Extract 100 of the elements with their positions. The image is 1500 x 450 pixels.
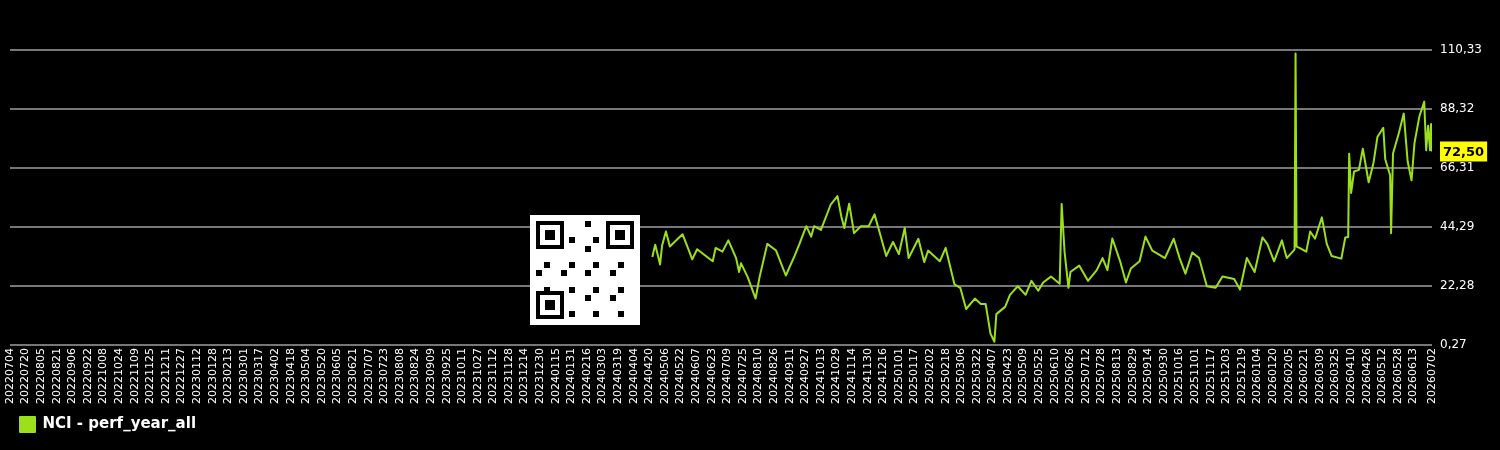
y-tick-label: 66,31 [1440,160,1475,175]
x-tick-label: 20250322 [969,348,983,405]
x-tick-label: 20230504 [299,348,313,405]
x-tick-label: 20220805 [34,348,48,405]
x-tick-label: 20221109 [127,348,141,405]
x-tick-label: 20221008 [96,348,110,405]
x-tick-label: 20250930 [1156,348,1170,405]
x-tick-label: 20220704 [2,348,16,405]
x-tick-label: 20230723 [377,348,391,405]
x-tick-label: 20251101 [1188,348,1202,405]
annotation: 72,50 [1443,143,1485,159]
y-tick-label: 22,28 [1440,278,1475,293]
x-tick-label: 20221125 [143,348,157,405]
x-tick-label: 20260512 [1375,348,1389,405]
x-tick-label: 20231112 [486,348,500,405]
y-tick-label: 0,27 [1440,337,1467,352]
x-tick-label: 20231011 [455,348,469,405]
x-tick-label: 20240303 [595,348,609,405]
x-tick-label: 20260528 [1390,348,1404,405]
x-tick-label: 20230317 [252,348,266,405]
x-tick-label: 20240115 [548,348,562,405]
x-tick-label: 20231128 [501,348,515,405]
x-tick-label: 20250914 [1141,348,1155,405]
x-tick-label: 20230925 [439,348,453,405]
x-tick-label: 20250101 [891,348,905,405]
x-tick-label: 20240420 [642,348,656,405]
x-tick-label: 20250525 [1032,348,1046,405]
x-tick-label: 20230301 [236,348,250,405]
x-tick-label: 20260221 [1297,348,1311,405]
x-tick-label: 20240826 [766,348,780,405]
x-tick-label: 20230213 [221,348,235,405]
x-tick-label: 20241114 [844,348,858,405]
x-tick-label: 20230128 [205,348,219,405]
x-tick-label: 20240522 [673,348,687,405]
x-tick-label: 20250407 [985,348,999,405]
y-tick-label: 110,33 [1440,42,1483,57]
x-tick-label: 20240709 [720,348,734,405]
x-tick-label: 20240623 [704,348,718,405]
x-tick-label: 20250306 [954,348,968,405]
x-tick-label: 20250626 [1063,348,1077,405]
x-tick-label: 20250610 [1047,348,1061,405]
x-tick-label: 20230402 [267,348,281,405]
x-tick-label: 20240319 [611,348,625,405]
x-tick-label: 20221211 [158,348,172,405]
x-tick-label: 20220720 [18,348,32,405]
x-tick-label: 20240404 [626,348,640,405]
y-tick-label: 44,29 [1440,219,1475,234]
x-tick-label: 20241013 [813,348,827,405]
x-tick-label: 20260325 [1328,348,1342,405]
x-tick-label: 20220906 [65,348,79,405]
x-tick-label: 20241029 [829,348,843,405]
x-tick-label: 20220821 [49,348,63,405]
x-tick-label: 20251117 [1203,348,1217,405]
x-tick-label: 20251016 [1172,348,1186,405]
legend-label: NCI - perf_year_all [42,414,197,433]
x-tick-label: 20230808 [392,348,406,405]
x-tick-label: 20260309 [1312,348,1326,405]
x-tick-label: 20241130 [860,348,874,405]
x-tick-label: 20230605 [330,348,344,405]
x-tick-label: 20250509 [1016,348,1030,405]
x-tick-label: 20250423 [1000,348,1014,405]
x-tick-label: 20230707 [361,348,375,405]
x-tick-label: 20230112 [189,348,203,405]
x-tick-label: 20231214 [517,348,531,405]
x-tick-label: 20260410 [1343,348,1357,405]
x-tick-label: 20240927 [798,348,812,405]
x-tick-label: 20251219 [1234,348,1248,405]
x-tick-label: 20250202 [922,348,936,405]
x-tick-label: 20250728 [1094,348,1108,405]
x-tick-label: 20260205 [1281,348,1295,405]
x-tick-label: 20260104 [1250,348,1264,405]
x-tick-label: 20240131 [564,348,578,405]
x-tick-label: 20260702 [1424,348,1438,405]
x-tick-label: 20220922 [80,348,94,405]
x-tick-label: 20240506 [657,348,671,405]
x-tick-label: 20240911 [782,348,796,405]
x-tick-label: 20251203 [1219,348,1233,405]
x-tick-label: 20230621 [345,348,359,405]
x-tick-label: 20230824 [408,348,422,405]
x-tick-label: 20221227 [174,348,188,405]
y-tick-label: 88,32 [1440,101,1475,116]
x-tick-label: 20250813 [1110,348,1124,405]
x-tick-label: 20240607 [689,348,703,405]
x-tick-label: 20230520 [314,348,328,405]
x-tick-label: 20231230 [533,348,547,405]
x-tick-label: 20230909 [423,348,437,405]
x-tick-label: 20240810 [751,348,765,405]
x-tick-label: 20260120 [1266,348,1279,405]
x-tick-label: 20260426 [1359,348,1373,405]
x-tick-label: 20240725 [735,348,749,405]
x-tick-label: 20250712 [1078,348,1092,405]
x-tick-label: 20230418 [283,348,297,405]
x-tick-label: 20260613 [1406,348,1420,405]
x-tick-label: 20241216 [876,348,890,405]
x-tick-label: 20240216 [579,348,593,405]
x-tick-label: 20231027 [470,348,484,405]
x-tick-label: 20250829 [1125,348,1139,405]
x-tick-label: 20221024 [112,348,126,405]
x-tick-label: 20250218 [938,348,952,405]
x-tick-label: 20250117 [907,348,921,405]
